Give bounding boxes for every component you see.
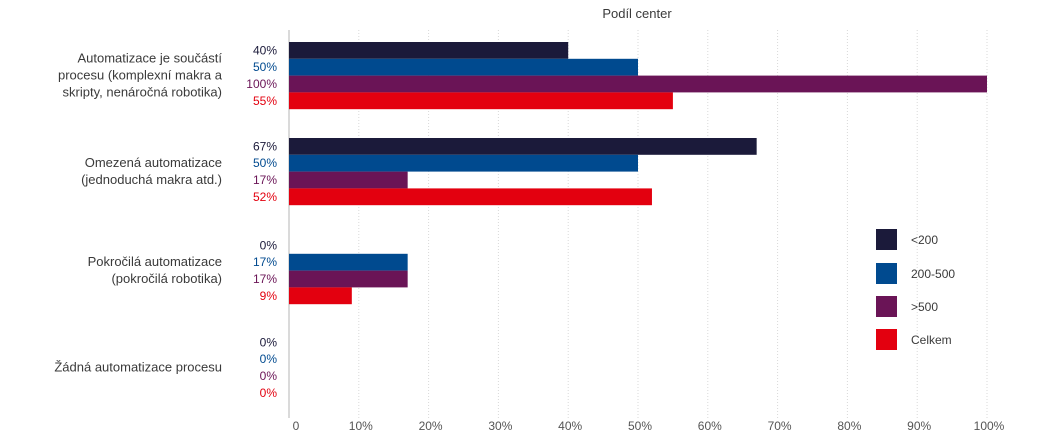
- data-label: 67%: [253, 139, 277, 153]
- data-label: 17%: [253, 272, 277, 286]
- data-label: 17%: [253, 173, 277, 187]
- legend-swatch: [876, 263, 897, 284]
- data-label: 9%: [260, 289, 278, 303]
- chart-title: Podíl center: [602, 6, 672, 21]
- data-label: 0%: [260, 335, 278, 349]
- legend-swatch: [876, 296, 897, 317]
- x-tick-label: 70%: [768, 419, 792, 433]
- data-label: 0%: [260, 369, 278, 383]
- legend-swatch: [876, 329, 897, 350]
- category-label: Pokročilá automatizace (pokročilá robotik…: [88, 254, 222, 286]
- x-tick-label: 40%: [558, 419, 582, 433]
- bar: [289, 188, 652, 206]
- x-tick-label: 20%: [419, 419, 443, 433]
- bar: [289, 287, 352, 305]
- data-label: 52%: [253, 190, 277, 204]
- data-label: 50%: [253, 156, 277, 170]
- legend-swatch: [876, 229, 897, 250]
- bars: [289, 42, 987, 305]
- bar: [289, 270, 408, 288]
- legend: <200 200-500 >500 Celkem: [876, 229, 955, 350]
- bar: [289, 92, 673, 110]
- bar: [289, 171, 408, 189]
- data-label: 17%: [253, 255, 277, 269]
- x-tick-label: 100%: [974, 419, 1005, 433]
- category-label: Automatizace je součástí procesu (komplex…: [58, 51, 223, 100]
- x-tick-label: 10%: [349, 419, 373, 433]
- data-label: 0%: [260, 352, 278, 366]
- x-axis-ticks: 0 10% 20% 30% 40% 50% 60% 70% 80% 90% 100%: [293, 419, 1005, 433]
- x-tick-label: 50%: [628, 419, 652, 433]
- legend-label: <200: [911, 233, 938, 247]
- bar: [289, 154, 638, 172]
- data-label: 0%: [260, 238, 278, 252]
- bar: [289, 138, 757, 155]
- category-label: Žádná automatizace procesu: [54, 360, 222, 375]
- data-label: 0%: [260, 386, 278, 400]
- x-tick-label: 80%: [837, 419, 861, 433]
- data-label: 50%: [253, 60, 277, 74]
- legend-label: 200-500: [911, 267, 955, 281]
- value-labels: 40% 50% 100% 55% 67% 50% 17% 52% 0% 17% 17% 9% 0% 0% 0…: [246, 43, 277, 399]
- data-label: 40%: [253, 43, 277, 57]
- x-tick-label: 90%: [907, 419, 931, 433]
- bar: [289, 253, 408, 271]
- legend-label: >500: [911, 300, 938, 314]
- x-tick-label: 30%: [488, 419, 512, 433]
- legend-label: Celkem: [911, 333, 952, 347]
- data-label: 100%: [246, 77, 277, 91]
- data-label: 55%: [253, 94, 277, 108]
- category-label: Omezená automatizace (jednoduchá makra at…: [81, 155, 222, 187]
- x-tick-label: 0: [293, 419, 300, 433]
- bar: [289, 58, 638, 76]
- x-tick-label: 60%: [698, 419, 722, 433]
- bar: [289, 75, 987, 93]
- bar: [289, 42, 569, 59]
- category-labels: Automatizace je součástí procesu (komplex…: [54, 51, 222, 375]
